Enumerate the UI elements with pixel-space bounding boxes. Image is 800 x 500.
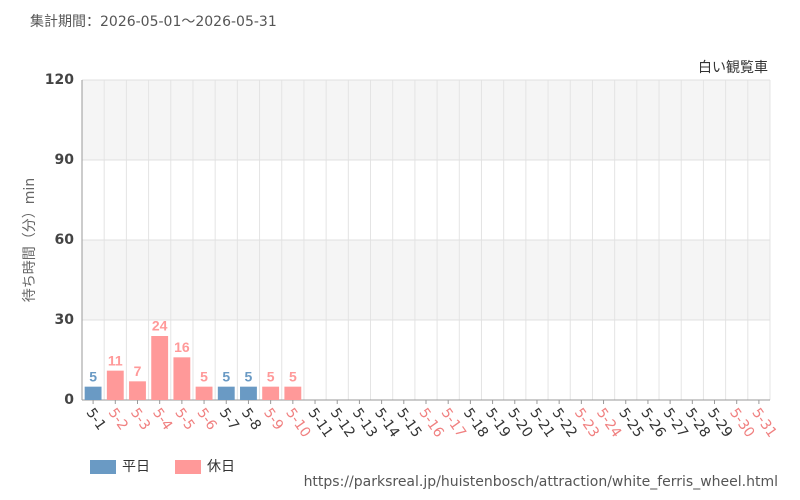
value-label: 5: [289, 368, 297, 384]
x-tick-label: 5-1: [83, 405, 109, 433]
plot-band: [82, 160, 770, 240]
legend-swatch: [175, 460, 201, 474]
x-tick-label: 5-5: [171, 405, 197, 433]
legend-label: 休日: [207, 459, 235, 475]
value-label: 5: [222, 368, 230, 384]
bar: [240, 386, 257, 400]
x-tick-label: 5-7: [216, 405, 242, 433]
value-label: 24: [152, 318, 168, 334]
x-tick-label: 5-31: [748, 405, 779, 440]
bar: [106, 370, 124, 400]
legend-label: 平日: [122, 459, 150, 475]
value-label: 5: [89, 368, 97, 384]
chart-subtitle: 白い観覧車: [698, 59, 768, 76]
y-tick-label: 0: [64, 392, 74, 408]
bar: [151, 336, 169, 400]
bar: [84, 386, 102, 400]
x-tick-label: 5-9: [260, 405, 286, 433]
x-tick-label: 5-8: [238, 405, 264, 433]
bar: [173, 357, 191, 400]
value-label: 11: [108, 352, 123, 368]
value-label: 7: [134, 363, 142, 379]
plot-band: [82, 240, 770, 320]
x-tick-label: 5-4: [149, 405, 175, 433]
value-label: 16: [174, 339, 190, 355]
x-tick-label: 5-3: [127, 405, 153, 433]
y-axis-label: 待ち時間（分）min: [22, 178, 38, 302]
bar: [129, 381, 146, 400]
legend-swatch: [90, 460, 116, 474]
source: https://parksreal.jp/huistenbosch/attrac…: [304, 474, 778, 490]
y-tick-label: 120: [45, 72, 74, 88]
plot-band: [82, 80, 770, 160]
y-tick-label: 90: [55, 152, 75, 168]
bar: [217, 386, 235, 400]
chart-title: 集計期間：2026-05-01〜2026-05-31: [30, 13, 277, 30]
value-label: 5: [200, 368, 208, 384]
y-tick-label: 30: [55, 312, 75, 328]
value-label: 5: [267, 368, 275, 384]
x-tick-label: 5-2: [105, 405, 131, 433]
bar: [195, 386, 213, 400]
y-tick-label: 60: [55, 232, 75, 248]
bar: [284, 386, 302, 400]
bar: [262, 386, 280, 400]
value-label: 5: [245, 368, 253, 384]
x-tick-label: 5-6: [194, 405, 220, 433]
